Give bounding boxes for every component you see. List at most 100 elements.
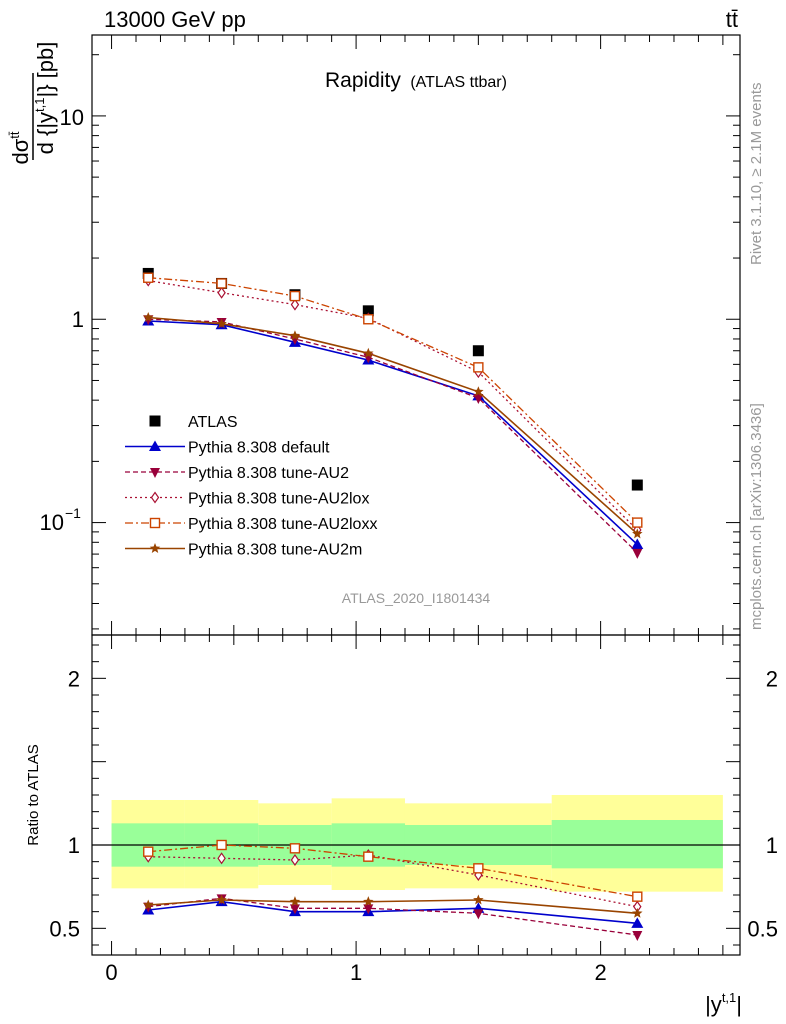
main-series-line-pythia-8-308-tune-au2loxx (148, 277, 638, 524)
chart-title-main: Rapidity (325, 69, 401, 92)
main-data-point-pythia-8-308-default-5 (631, 538, 644, 550)
ratio-data-point-pythia-8-308-tune-au2m-3 (363, 896, 374, 907)
main-data-point-pythia-8-308-tune-au2loxx-3 (363, 314, 374, 325)
legend-marker-pythia-8-308-default (149, 440, 161, 451)
ratio-data-point-pythia-8-308-tune-au2-4 (473, 909, 484, 920)
ylabel-denominator: d {|yt,1|} [pb] (32, 42, 58, 155)
analysis-id: ATLAS_2020_I1801434 (342, 590, 491, 606)
legend-label-pythia-8-308-tune-au2m: Pythia 8.308 tune-AU2m (188, 542, 362, 559)
ratio-ytick-label-left: 1 (68, 833, 80, 858)
main-data-point-pythia-8-308-tune-au2m-4 (473, 386, 484, 397)
main-data-point-pythia-8-308-tune-au2m-1 (216, 318, 227, 329)
legend-item-pythia-8-308-tune-au2loxx: Pythia 8.308 tune-AU2loxx (125, 516, 377, 533)
ratio-panel: 0.5 0.5 1 1 2 2 0 1 2 Ratio to ATLAS |yt,1| (25, 634, 778, 1017)
legend-marker-pythia-8-308-tune-au2lox (150, 491, 160, 504)
ytick-label-1: 1 (72, 307, 84, 332)
side-label-mcplots: mcplots.cern.ch [arXiv:1306.3436] (748, 403, 765, 630)
ratio-ytick-label-right: 1 (766, 833, 778, 858)
main-plot-marks (142, 267, 644, 559)
ratio-data-point-pythia-8-308-tune-au2-3 (363, 904, 374, 915)
uncertainty-band-inner-5 (551, 820, 723, 869)
legend-label-pythia-8-308-tune-au2lox: Pythia 8.308 tune-AU2lox (188, 491, 369, 508)
main-data-point-pythia-8-308-tune-au2loxx-2 (289, 290, 301, 302)
legend-label-pythia-8-308-default: Pythia 8.308 default (188, 440, 330, 457)
ratio-data-point-pythia-8-308-tune-au2loxx-2 (289, 843, 301, 854)
legend-marker-atlas (149, 415, 161, 427)
xtick-label: 0 (105, 960, 117, 985)
xtick-label: 2 (594, 960, 606, 985)
ratio-xtick-labels: 0 1 2 (105, 960, 606, 985)
legend-label-pythia-8-308-tune-au2loxx: Pythia 8.308 tune-AU2loxx (188, 516, 377, 533)
process-label: tt̄ (726, 7, 738, 32)
main-data-point-atlas-3 (362, 305, 374, 317)
ratio-series-line-pythia-8-308-default (148, 900, 638, 925)
ratio-ytick-label-left: 2 (68, 666, 80, 691)
ratio-series-line-pythia-8-308-tune-au2 (148, 897, 638, 936)
main-data-point-pythia-8-308-tune-au2-5 (632, 548, 643, 559)
main-data-point-pythia-8-308-tune-au2-4 (473, 393, 484, 404)
ratio-data-point-pythia-8-308-tune-au2loxx-5 (632, 891, 643, 902)
ratio-data-point-pythia-8-308-tune-au2loxx-4 (473, 863, 484, 874)
main-data-point-pythia-8-308-tune-au2lox-1 (217, 286, 226, 299)
main-axis-ticks (92, 35, 740, 635)
legend-item-pythia-8-308-default: Pythia 8.308 default (125, 440, 330, 457)
chart-title: Rapidity (ATLAS ttbar) (325, 69, 507, 92)
main-data-point-pythia-8-308-tune-au2loxx-4 (473, 362, 484, 373)
ratio-data-point-pythia-8-308-tune-au2-2 (289, 904, 300, 915)
ratio-data-point-pythia-8-308-tune-au2loxx-0 (143, 846, 154, 857)
ytick-label-0.1-base: 10 (40, 510, 64, 535)
ratio-series-line-pythia-8-308-tune-au2lox (148, 854, 638, 908)
ratio-plot-marks (92, 795, 740, 941)
legend-label-pythia-8-308-tune-au2: Pythia 8.308 tune-AU2 (188, 465, 349, 482)
ratio-data-point-pythia-8-308-default-5 (631, 917, 644, 928)
ratio-data-point-pythia-8-308-tune-au2lox-1 (217, 852, 226, 865)
main-ytick-labels: 10 1 10 −1 (40, 105, 84, 535)
xtick-label: 1 (350, 960, 362, 985)
ratio-ylabel: Ratio to ATLAS (25, 744, 42, 845)
main-series-line-pythia-8-308-tune-au2m (148, 316, 638, 535)
legend-marker-pythia-8-308-tune-au2 (150, 468, 160, 478)
ytick-label-10: 10 (60, 105, 84, 130)
energy-label: 13000 GeV pp (104, 7, 246, 32)
main-series-line-pythia-8-308-tune-au2lox (148, 279, 638, 531)
xlabel: |yt,1| (705, 990, 742, 1017)
main-data-point-pythia-8-308-tune-au2m-0 (143, 312, 154, 322)
ratio-ytick-label-right: 0.5 (747, 916, 778, 941)
ratio-axis-ticks (92, 635, 740, 955)
main-data-point-atlas-5 (631, 479, 643, 491)
side-label-rivet: Rivet 3.1.10, ≥ 2.1M events (748, 83, 765, 266)
ratio-ytick-label-right: 2 (766, 666, 778, 691)
main-series-line-pythia-8-308-default (148, 320, 638, 546)
ratio-data-point-pythia-8-308-tune-au2loxx-1 (216, 839, 227, 851)
main-data-point-pythia-8-308-tune-au2loxx-0 (143, 272, 154, 283)
main-data-point-atlas-4 (472, 345, 484, 357)
legend-item-pythia-8-308-tune-au2m: Pythia 8.308 tune-AU2m (125, 542, 362, 559)
ratio-ytick-labels: 0.5 0.5 1 1 2 2 (49, 666, 778, 941)
chart-title-sub: (ATLAS ttbar) (410, 74, 507, 91)
main-data-point-pythia-8-308-tune-au2lox-2 (290, 298, 300, 311)
main-data-point-pythia-8-308-tune-au2loxx-1 (216, 278, 227, 289)
ratio-data-point-pythia-8-308-tune-au2loxx-3 (363, 851, 374, 862)
ylabel-numerator: dσtt̄ (7, 131, 33, 164)
ratio-data-point-pythia-8-308-tune-au2m-4 (473, 894, 484, 905)
legend-item-atlas: ATLAS (149, 414, 238, 431)
ratio-data-point-pythia-8-308-tune-au2lox-2 (290, 853, 300, 867)
ratio-data-point-pythia-8-308-tune-au2m-0 (143, 899, 154, 910)
main-data-point-pythia-8-308-tune-au2m-5 (632, 528, 643, 539)
ratio-series-line-pythia-8-308-tune-au2loxx (148, 844, 638, 898)
main-ylabel: dσtt̄ d {|yt,1|} [pb] (7, 42, 58, 165)
ratio-data-point-pythia-8-308-tune-au2m-5 (632, 907, 643, 918)
legend: ATLAS Pythia 8.308 default Pythia 8.308 tu… (125, 414, 377, 559)
ratio-data-point-pythia-8-308-tune-au2-5 (632, 931, 643, 941)
main-data-point-pythia-8-308-tune-au2loxx-5 (632, 517, 643, 528)
legend-marker-pythia-8-308-tune-au2loxx (149, 517, 161, 529)
main-series-line-pythia-8-308-tune-au2 (148, 318, 638, 554)
ratio-data-point-pythia-8-308-tune-au2m-1 (216, 894, 227, 905)
legend-marker-pythia-8-308-tune-au2m (149, 543, 161, 553)
ratio-ytick-label-left: 0.5 (49, 916, 80, 941)
ratio-series-line-pythia-8-308-tune-au2m (148, 899, 638, 915)
ytick-label-0.1-exponent: −1 (65, 505, 81, 521)
main-panel: 10 1 10 −1 Rapidity (ATLAS ttbar) ATLAS_… (7, 34, 741, 636)
legend-item-pythia-8-308-tune-au2lox: Pythia 8.308 tune-AU2lox (125, 491, 369, 508)
